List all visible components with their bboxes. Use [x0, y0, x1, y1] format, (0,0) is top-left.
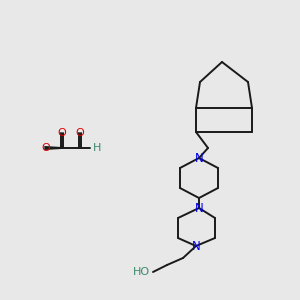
Text: N: N [195, 202, 203, 214]
Text: HO: HO [133, 267, 150, 277]
Text: N: N [195, 152, 203, 164]
Text: H: H [93, 143, 101, 153]
Text: N: N [192, 239, 200, 253]
Text: O: O [58, 128, 66, 138]
Text: O: O [42, 143, 50, 153]
Text: O: O [76, 128, 84, 138]
